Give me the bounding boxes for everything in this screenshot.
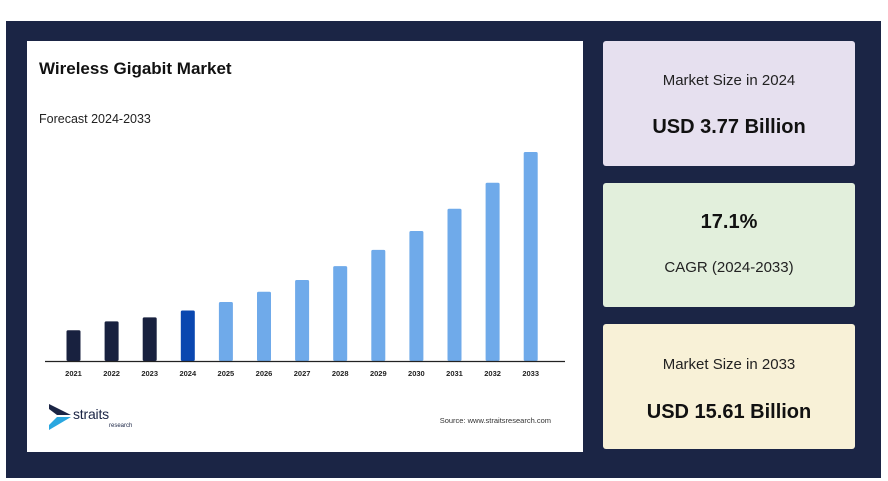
x-tick-label-2032: 2032 bbox=[484, 369, 501, 378]
chart-card: 2021 2022 2023 2024 2025 2026 2027 2028 2029 2030… bbox=[27, 41, 583, 452]
cagr-label: CAGR (2024-2033) bbox=[664, 259, 794, 276]
x-tick-label-2033: 2033 bbox=[522, 369, 539, 378]
x-tick-label-2030: 2030 bbox=[408, 369, 425, 378]
x-tick-label-2031: 2031 bbox=[446, 369, 463, 378]
bar-2033 bbox=[523, 152, 538, 361]
x-tick-label-2027: 2027 bbox=[294, 369, 311, 378]
x-tick-label-2025: 2025 bbox=[218, 369, 235, 378]
market-size-2024-card: Market Size in 2024 USD 3.77 Billion bbox=[603, 41, 855, 166]
logo-subtext: research bbox=[109, 423, 133, 429]
bar-2029 bbox=[371, 249, 386, 361]
bar-2028 bbox=[333, 266, 348, 361]
x-tick-label-2023: 2023 bbox=[141, 369, 158, 378]
x-tick-label-2026: 2026 bbox=[256, 369, 273, 378]
x-tick-label-2028: 2028 bbox=[332, 369, 349, 378]
x-tick-label-2022: 2022 bbox=[103, 369, 120, 378]
straits-chevron-icon bbox=[49, 404, 71, 430]
bar-2021 bbox=[66, 330, 81, 361]
bar-2030 bbox=[409, 231, 424, 361]
market-size-2024-value: USD 3.77 Billion bbox=[652, 116, 806, 138]
bar-2024 bbox=[180, 310, 195, 361]
source-note: Source: www.straitsresearch.com bbox=[439, 416, 551, 425]
bar-2025 bbox=[218, 302, 233, 361]
chart-title: Wireless Gigabit Market bbox=[39, 59, 232, 78]
straits-logo: straits research bbox=[49, 403, 133, 435]
bar-2026 bbox=[257, 291, 271, 361]
bar-2032 bbox=[485, 182, 500, 361]
bar-2031 bbox=[447, 208, 462, 361]
logo-wordmark: straits bbox=[73, 406, 109, 422]
market-size-2033-label: Market Size in 2033 bbox=[662, 356, 796, 373]
x-tick-label-2024: 2024 bbox=[179, 369, 197, 378]
market-size-2024-label: Market Size in 2024 bbox=[662, 72, 796, 89]
x-tick-label-2029: 2029 bbox=[370, 369, 387, 378]
market-size-2033-value: USD 15.61 Billion bbox=[646, 401, 812, 423]
chart-subtitle: Forecast 2024-2033 bbox=[39, 112, 151, 126]
market-size-2033-card: Market Size in 2033 USD 15.61 Billion bbox=[603, 324, 855, 449]
bar-2022 bbox=[104, 321, 119, 361]
cagr-card: 17.1% CAGR (2024-2033) bbox=[603, 183, 855, 307]
bar-2023 bbox=[142, 317, 157, 361]
bar-2027 bbox=[295, 280, 310, 361]
x-tick-label-2021: 2021 bbox=[65, 369, 82, 378]
cagr-value: 17.1% bbox=[700, 211, 758, 233]
bar-chart: 2021 2022 2023 2024 2025 2026 2027 2028 2029 2030… bbox=[45, 152, 565, 378]
